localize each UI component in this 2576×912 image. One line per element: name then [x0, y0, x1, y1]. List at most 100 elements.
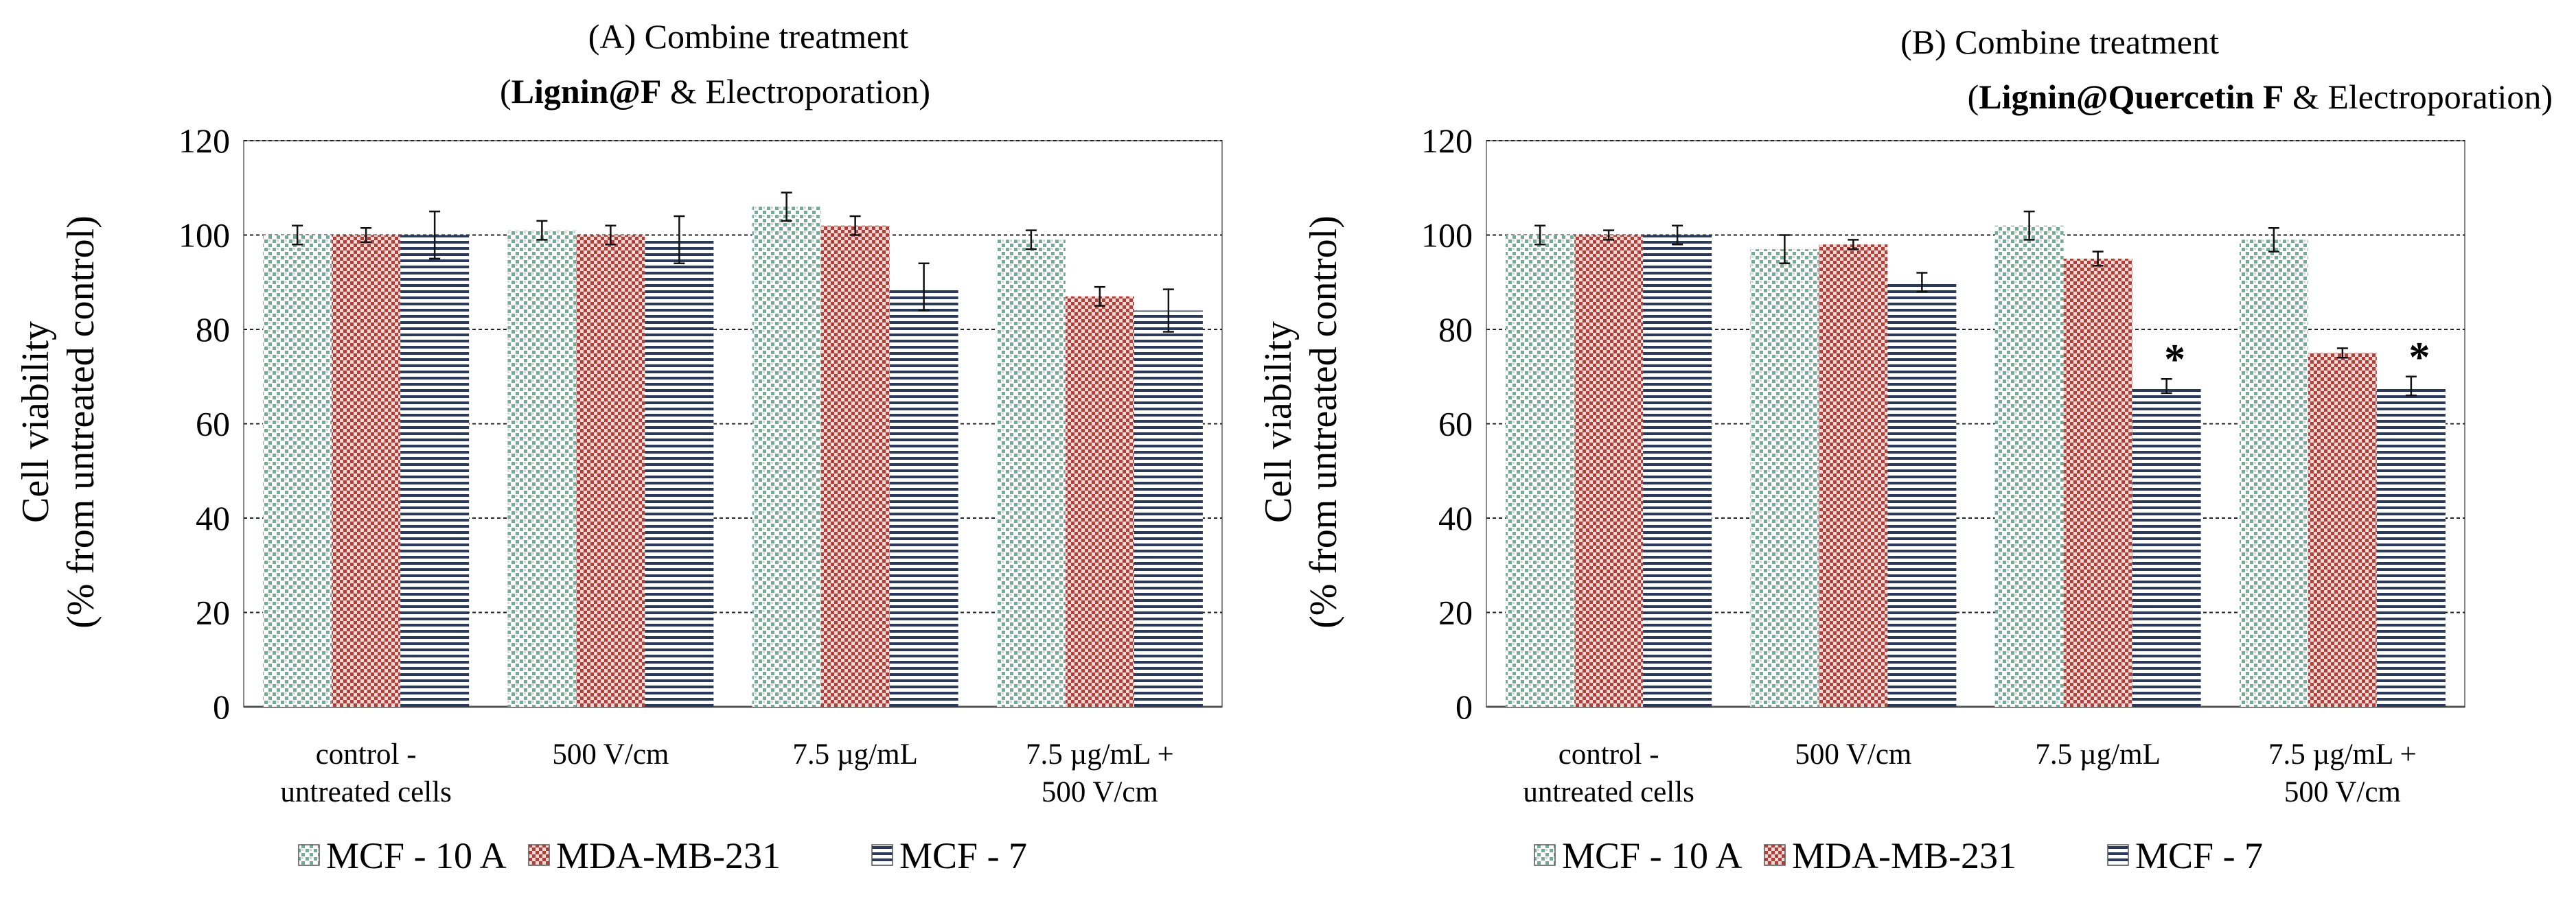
- y-tick-label: 0: [1456, 688, 1473, 726]
- error-bar: [2268, 226, 2279, 253]
- chart-a-ylabel-line2: (% from untreated control): [60, 215, 102, 629]
- horizontal-lines-swatch-icon: [2107, 844, 2129, 866]
- legend-label: MCF - 7: [899, 835, 1027, 876]
- chart-a: (A) Combine treatment (Lignin@F & Electr…: [14, 17, 1223, 808]
- significance-star: *: [2164, 336, 2185, 383]
- y-tick-label: 20: [1438, 594, 1473, 632]
- bar-mda-1: [576, 235, 645, 707]
- bar-mcf7-1: [645, 239, 714, 707]
- bar-mcf7-1: [1887, 282, 1957, 707]
- legend-item-mcf7: MCF - 7: [871, 835, 1027, 876]
- y-tick-label: 100: [1421, 216, 1473, 255]
- y-tick-label: 20: [196, 594, 230, 632]
- legend-item-mcf10a: MCF - 10 A: [1534, 835, 1743, 876]
- legend-label: MDA-MB-231: [556, 835, 781, 876]
- error-bar: [1025, 229, 1037, 250]
- bar-mcf10a-1: [507, 230, 577, 707]
- y-tick-label: 0: [213, 688, 230, 726]
- bar-mda-3: [2308, 353, 2377, 707]
- error-bar: [292, 224, 303, 246]
- y-tick-label: 40: [1438, 499, 1473, 537]
- x-category-label: 500 V/cm: [1795, 738, 1911, 771]
- bar-mda-1: [1819, 244, 1888, 707]
- bar-mcf7-0: [1643, 235, 1712, 707]
- error-bar: [605, 224, 617, 246]
- error-bar: [849, 215, 861, 236]
- bar-mcf10a-2: [752, 207, 821, 707]
- error-bar: [1094, 285, 1105, 307]
- bar-mda-0: [332, 235, 401, 707]
- y-tick-label: 100: [179, 216, 230, 255]
- dotted-square-swatch-icon: [1534, 844, 1556, 866]
- x-category-label: control -untreated cells: [280, 738, 452, 808]
- chart-b-title-line1: (B) Combine treatment: [1900, 23, 2219, 61]
- bar-mda-2: [820, 225, 890, 707]
- error-bar: [918, 262, 930, 312]
- y-tick-label: 60: [1438, 405, 1473, 443]
- bar-mcf10a-2: [1994, 225, 2064, 707]
- chart-b-ylabel: Cell viability (% from untreated control…: [1257, 215, 1345, 629]
- error-bar: [2092, 250, 2104, 267]
- y-tick-label: 80: [1438, 310, 1473, 349]
- error-bar: [1162, 288, 1174, 333]
- bar-mcf10a-1: [1750, 249, 1819, 707]
- checkered-square-swatch-icon: [528, 844, 550, 866]
- error-bar: [2023, 210, 2035, 241]
- significance-star: *: [2408, 334, 2430, 381]
- chart-a-title-line1: (A) Combine treatment: [588, 17, 909, 56]
- checkered-square-swatch-icon: [1764, 844, 1786, 866]
- x-category-label: 7.5 µg/mL +500 V/cm: [2268, 738, 2417, 808]
- chart-a-title-line2: (Lignin@F & Electroporation): [500, 72, 930, 110]
- error-bar: [674, 215, 685, 264]
- x-category-label: 7.5 µg/mL +500 V/cm: [1026, 738, 1174, 808]
- error-bar: [781, 191, 792, 222]
- chart-b-ylabel-line1: Cell viability: [1257, 321, 1300, 523]
- error-bar: [1672, 224, 1683, 246]
- bar-mcf7-3: [1134, 310, 1203, 707]
- bar-mda-3: [1065, 296, 1134, 707]
- bar-mcf10a-0: [263, 235, 332, 707]
- x-category-label: 500 V/cm: [552, 738, 669, 771]
- error-bar: [1603, 229, 1615, 241]
- chart-b-legend: MCF - 10 A MDA-MB-231 MCF - 7: [1534, 835, 2263, 876]
- y-tick-label: 40: [196, 499, 230, 537]
- legend-label: MCF - 7: [2135, 835, 2263, 876]
- bar-mcf7-2: [2132, 386, 2201, 707]
- error-bar: [1916, 272, 1928, 293]
- bar-mcf10a-0: [1506, 235, 1575, 707]
- bar-mcf7-0: [400, 235, 470, 707]
- legend-label: MCF - 10 A: [326, 835, 507, 876]
- chart-b-ylabel-line2: (% from untreated control): [1302, 215, 1345, 629]
- y-tick-label: 80: [196, 310, 230, 349]
- legend-item-mda: MDA-MB-231: [1764, 835, 2016, 876]
- legend-item-mcf10a: MCF - 10 A: [298, 835, 507, 876]
- error-bar: [429, 210, 441, 260]
- chart-a-ylabel-line1: Cell viability: [14, 321, 57, 523]
- bar-mda-2: [2063, 258, 2132, 707]
- y-tick-label: 60: [196, 405, 230, 443]
- chart-a-legend: MCF - 10 A MDA-MB-231 MCF - 7: [298, 835, 1027, 876]
- bar-mda-0: [1574, 235, 1644, 707]
- error-bar: [360, 226, 372, 244]
- bar-mcf10a-3: [2239, 239, 2308, 707]
- legend-item-mcf7: MCF - 7: [2107, 835, 2263, 876]
- chart-b: (B) Combine treatment (Lignin@Quercetin …: [1257, 23, 2553, 808]
- dotted-square-swatch-icon: [298, 844, 320, 866]
- bar-mcf10a-3: [996, 239, 1066, 707]
- y-tick-label: 120: [1421, 121, 1473, 160]
- error-bar: [2336, 347, 2348, 359]
- error-bar: [1779, 234, 1791, 264]
- error-bar: [1848, 239, 1859, 250]
- horizontal-lines-swatch-icon: [871, 844, 893, 866]
- x-category-label: 7.5 µg/mL: [2035, 738, 2160, 771]
- y-tick-label: 120: [179, 121, 230, 160]
- legend-item-mda: MDA-MB-231: [528, 835, 781, 876]
- error-bar: [2405, 375, 2417, 397]
- bar-mcf7-2: [889, 287, 958, 707]
- chart-b-title-line2: (Lignin@Quercetin F & Electroporation): [1968, 78, 2553, 116]
- legend-label: MDA-MB-231: [1792, 835, 2016, 876]
- chart-a-ylabel: Cell viability (% from untreated control…: [14, 215, 102, 629]
- x-category-label: 7.5 µg/mL: [792, 738, 917, 771]
- bar-mcf7-3: [2376, 386, 2446, 707]
